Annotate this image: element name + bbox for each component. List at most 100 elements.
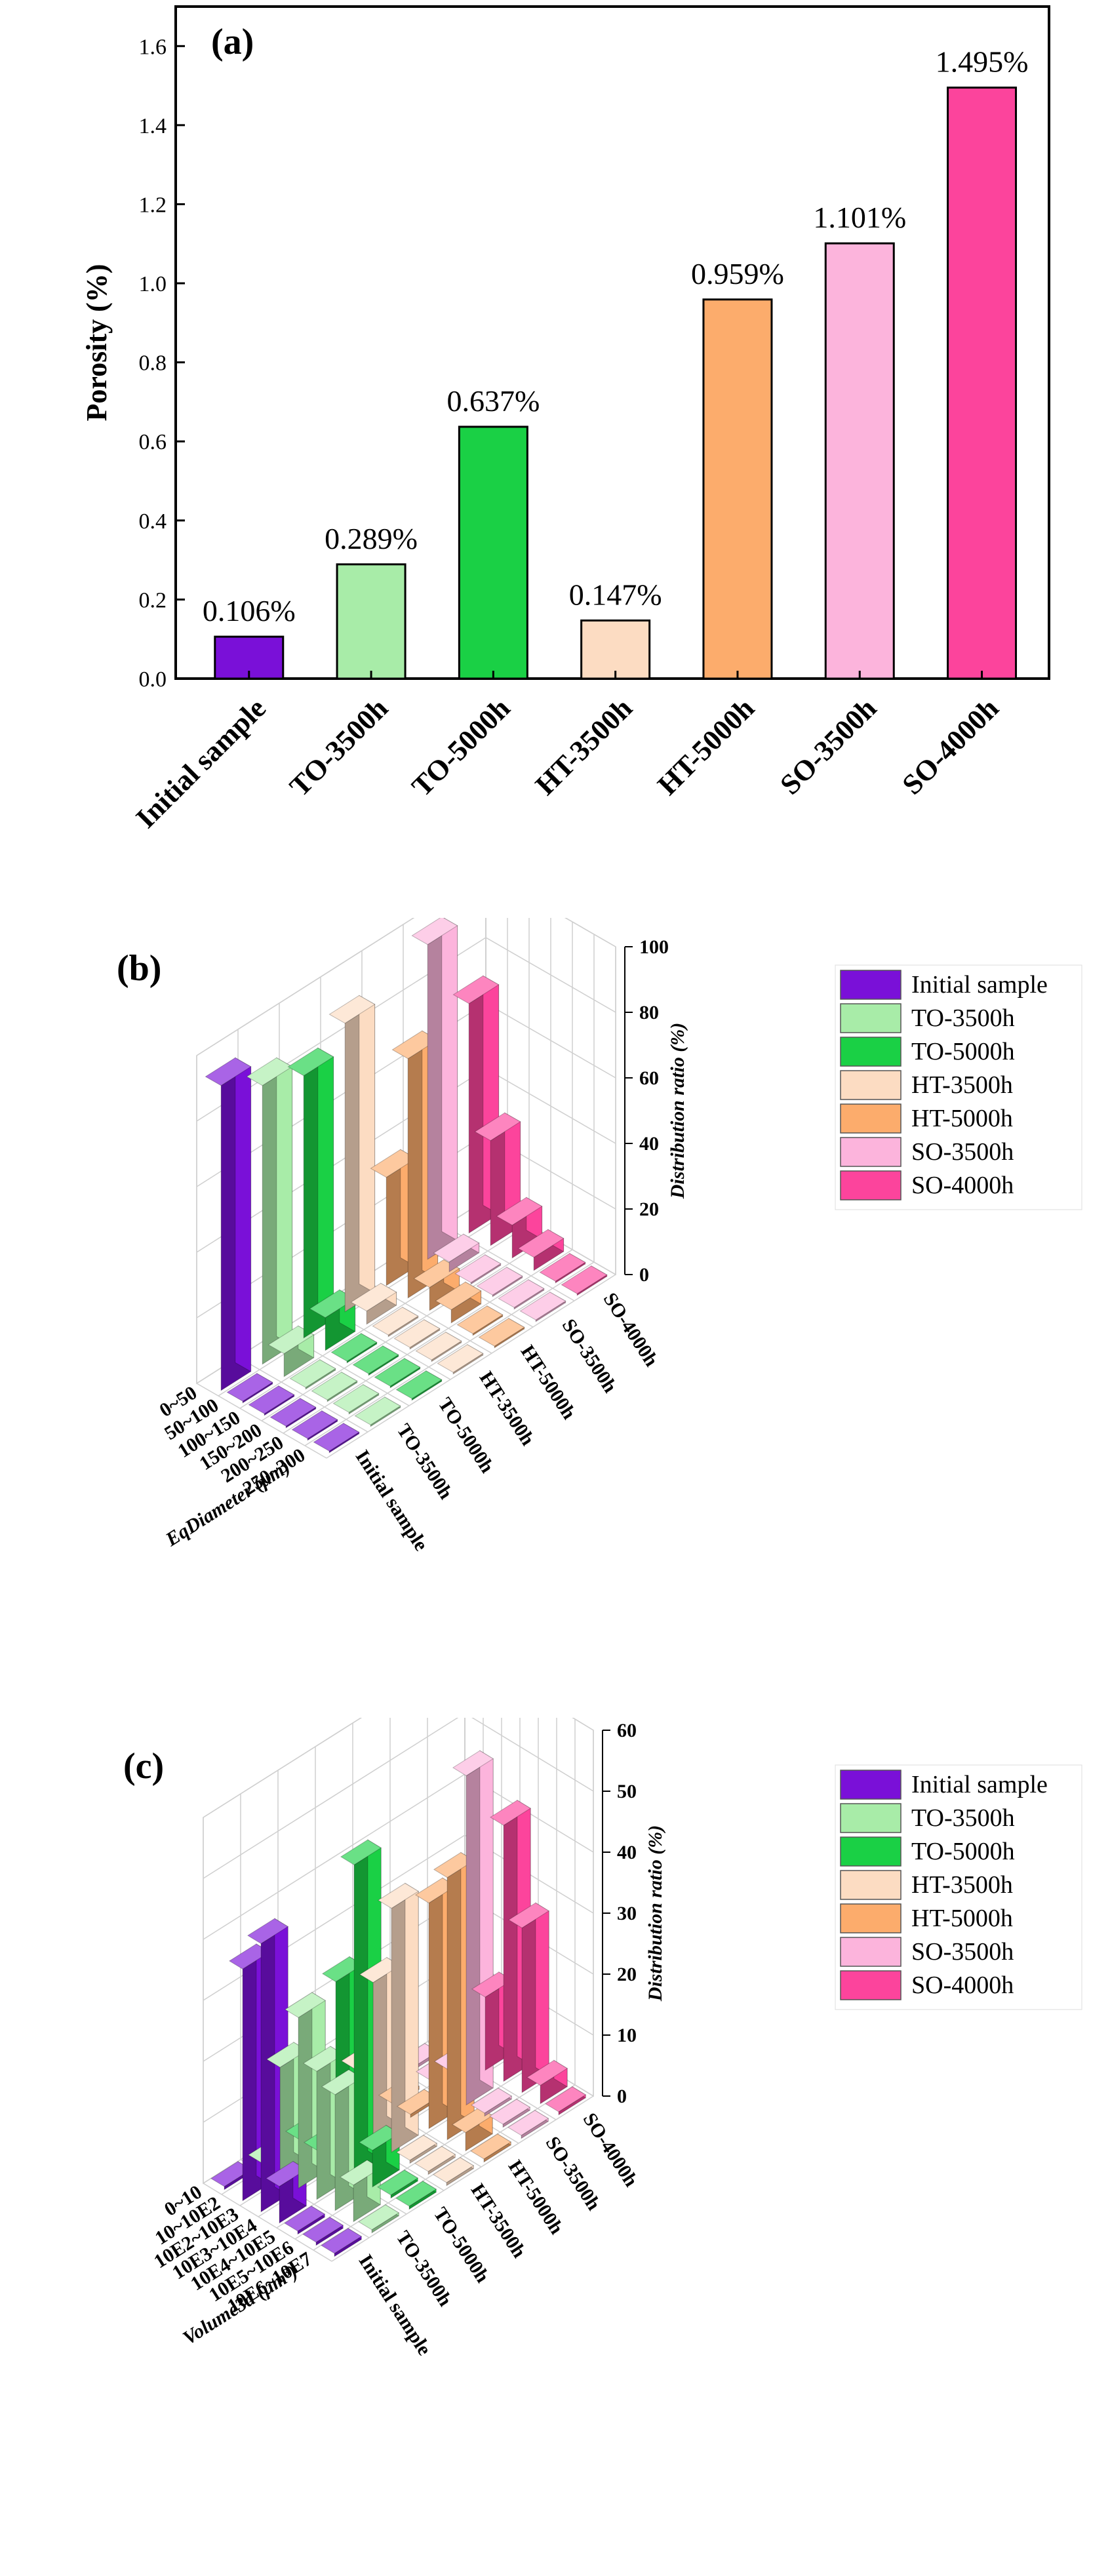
bar-3d [496, 1197, 543, 1259]
bar-3d [435, 1281, 482, 1324]
bar-3d [526, 2059, 568, 2105]
bar-face-top [476, 1267, 523, 1296]
bar-face-top [287, 1047, 334, 1077]
y-tick-label: 1.4 [139, 114, 167, 138]
bar-value-label: 1.101% [813, 201, 906, 234]
x-tick-label: HT-3500h [529, 692, 639, 801]
legend-swatch [840, 1836, 902, 1867]
bar-3d [357, 2204, 400, 2234]
y-tick-label: 0.6 [139, 430, 167, 454]
legend-swatch [840, 1803, 902, 1833]
bar-3d [454, 1254, 502, 1285]
series-axis-label: TO-5000h [434, 1394, 498, 1477]
y-tick-label: 0.8 [139, 351, 167, 376]
series-axis-label: HT-3500h [475, 1368, 539, 1450]
bar-3d [498, 1278, 545, 1310]
bar-value-label: 0.637% [446, 384, 540, 418]
bar-face-top [507, 2110, 549, 2136]
bar-3d [395, 2134, 438, 2164]
bar-3d [248, 1385, 295, 1416]
bar-face-top [452, 975, 500, 1004]
bar-face-top [433, 1233, 480, 1263]
bar-face-top [320, 2228, 363, 2254]
bar-3d [561, 1265, 608, 1296]
bar-face-top [284, 1992, 327, 2018]
bar-3d [374, 1357, 421, 1389]
floor-gridline [283, 1249, 573, 1434]
bar [947, 87, 1018, 680]
y-tick-label: 1.2 [139, 193, 167, 217]
floor-gridline [294, 2073, 557, 2240]
bar-3d [320, 2227, 363, 2257]
floor-gridline [276, 2062, 539, 2229]
bar-3d [377, 1882, 420, 2153]
z-tick-label: 20 [639, 1199, 659, 1220]
bar-face-top [489, 1800, 532, 1826]
bar-3d [395, 1370, 443, 1401]
bar-3d [350, 1282, 397, 1325]
bar-3d [311, 1371, 358, 1402]
z-tick-label: 20 [617, 1964, 637, 1985]
bar-face-top [291, 1410, 338, 1439]
z-tick-label: 40 [617, 1842, 637, 1863]
bar-3d [539, 1252, 586, 1284]
z-tick-label: 100 [639, 936, 669, 958]
bar-face-top [247, 1918, 289, 1944]
bar-face-top [395, 2181, 437, 2207]
bar-face-top [354, 1397, 401, 1425]
bar-3d [205, 1057, 252, 1391]
bar-3d [395, 2180, 437, 2210]
bar-face-top [289, 1359, 336, 1388]
bar-face-top [474, 1112, 521, 1141]
legend-label: TO-5000h [911, 1038, 1015, 1065]
bar-face-top [248, 1385, 295, 1414]
bar-face-top [539, 1253, 586, 1282]
floor-gridline [239, 1224, 530, 1409]
bar-face-top [452, 1750, 494, 1776]
z-tick-label: 60 [639, 1067, 659, 1089]
x-tick-label: HT-5000h [651, 692, 761, 801]
bar-3d [372, 1306, 419, 1338]
z-tick-label: 80 [639, 1002, 659, 1023]
bar-value-label: 1.495% [936, 45, 1029, 79]
bar-face-top [340, 1839, 382, 1865]
bar-value-label: 0.959% [691, 257, 784, 290]
bar-face-top [357, 2204, 400, 2230]
bar-3d [437, 1343, 484, 1375]
legend-swatch [840, 1037, 902, 1067]
z-gridline [196, 937, 616, 1122]
bar-face-front-right [441, 918, 458, 1241]
bar-face-top [526, 2059, 568, 2086]
bar-3d [291, 1410, 338, 1441]
legend-label: SO-4000h [911, 1972, 1014, 1999]
bar-face-top [350, 1282, 397, 1312]
x-tick-label: Initial sample [130, 692, 272, 834]
bar-face-top [352, 1345, 399, 1374]
floor-gridline [331, 2095, 594, 2262]
bar-face-top [454, 1254, 502, 1283]
bar-3d [507, 2109, 549, 2139]
y-axis-label: Porosity (%) [81, 264, 113, 422]
legend-swatch [840, 1870, 902, 1900]
series-axis-label: SO-4000h [599, 1289, 663, 1370]
bar-face-top [328, 995, 376, 1024]
bar-face-top [226, 1373, 273, 1402]
bar-face-top [395, 1370, 443, 1399]
bar-face-top [311, 1372, 358, 1400]
panel-label: (c) [123, 1746, 164, 1787]
bar-3d [433, 1233, 480, 1273]
legend-swatch [840, 970, 902, 1000]
legend-swatch [840, 1137, 902, 1167]
bar-3d [470, 2087, 513, 2117]
bar-face-top [376, 2170, 419, 2196]
bar-face-front-right [317, 1047, 334, 1320]
bar-3d [287, 1047, 334, 1339]
panel-label: (a) [211, 22, 254, 62]
bar-face-top [435, 1281, 482, 1311]
bar-3d [330, 1332, 378, 1364]
bar-3d [332, 1383, 380, 1415]
legend-label: HT-3500h [911, 1871, 1013, 1899]
bar-3d [488, 2098, 531, 2128]
bar-3d [268, 1325, 315, 1377]
